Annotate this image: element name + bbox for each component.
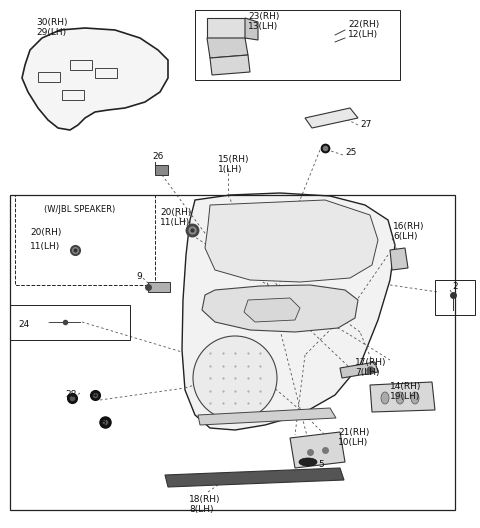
- Text: 11(LH): 11(LH): [30, 242, 60, 251]
- Text: 2: 2: [452, 282, 457, 291]
- Bar: [70, 60, 92, 70]
- Ellipse shape: [411, 392, 419, 404]
- Polygon shape: [22, 28, 168, 130]
- Text: 21(RH)
10(LH): 21(RH) 10(LH): [338, 428, 370, 447]
- Text: 25: 25: [345, 148, 356, 157]
- Ellipse shape: [396, 392, 404, 404]
- Bar: [435, 280, 475, 315]
- Bar: [62, 90, 84, 100]
- Text: 30(RH)
29(LH): 30(RH) 29(LH): [36, 18, 68, 37]
- Text: 16(RH)
6(LH): 16(RH) 6(LH): [393, 222, 424, 241]
- Text: 28: 28: [65, 390, 76, 399]
- Text: 18(RH)
8(LH): 18(RH) 8(LH): [189, 495, 221, 514]
- Polygon shape: [390, 248, 408, 270]
- Bar: [10, 195, 455, 510]
- Text: 4: 4: [92, 390, 97, 399]
- Ellipse shape: [299, 458, 317, 466]
- Polygon shape: [202, 285, 358, 332]
- Bar: [95, 68, 117, 78]
- Circle shape: [193, 336, 277, 420]
- Text: 26: 26: [152, 152, 163, 161]
- Polygon shape: [370, 382, 435, 412]
- Polygon shape: [210, 55, 250, 75]
- Polygon shape: [165, 468, 344, 487]
- Polygon shape: [207, 38, 248, 58]
- Text: 9: 9: [136, 272, 142, 281]
- Polygon shape: [244, 298, 300, 322]
- Polygon shape: [290, 432, 345, 468]
- Text: 23(RH)
13(LH): 23(RH) 13(LH): [248, 12, 279, 31]
- Polygon shape: [155, 165, 168, 175]
- Polygon shape: [182, 193, 395, 430]
- Polygon shape: [340, 362, 378, 378]
- Text: 22(RH)
12(LH): 22(RH) 12(LH): [348, 20, 379, 40]
- Text: 20(RH)
11(LH): 20(RH) 11(LH): [160, 208, 192, 228]
- Bar: [15, 195, 155, 285]
- Ellipse shape: [381, 392, 389, 404]
- Polygon shape: [305, 108, 358, 128]
- Polygon shape: [198, 408, 336, 425]
- Bar: [38, 72, 60, 82]
- Text: 27: 27: [360, 120, 372, 129]
- Text: 14(RH)
19(LH): 14(RH) 19(LH): [390, 382, 421, 401]
- Text: 3: 3: [100, 418, 106, 427]
- Bar: [10, 305, 130, 340]
- Text: 15(RH)
1(LH): 15(RH) 1(LH): [218, 155, 250, 174]
- Text: 5: 5: [318, 460, 324, 469]
- Polygon shape: [245, 18, 258, 40]
- Text: 20(RH): 20(RH): [30, 228, 61, 237]
- Text: 17(RH)
7(LH): 17(RH) 7(LH): [355, 358, 386, 378]
- Polygon shape: [205, 200, 378, 282]
- Bar: [195, 10, 400, 80]
- Polygon shape: [207, 18, 245, 38]
- Bar: [148, 282, 170, 292]
- Text: 24: 24: [18, 320, 29, 329]
- Text: (W/JBL SPEAKER): (W/JBL SPEAKER): [44, 205, 116, 214]
